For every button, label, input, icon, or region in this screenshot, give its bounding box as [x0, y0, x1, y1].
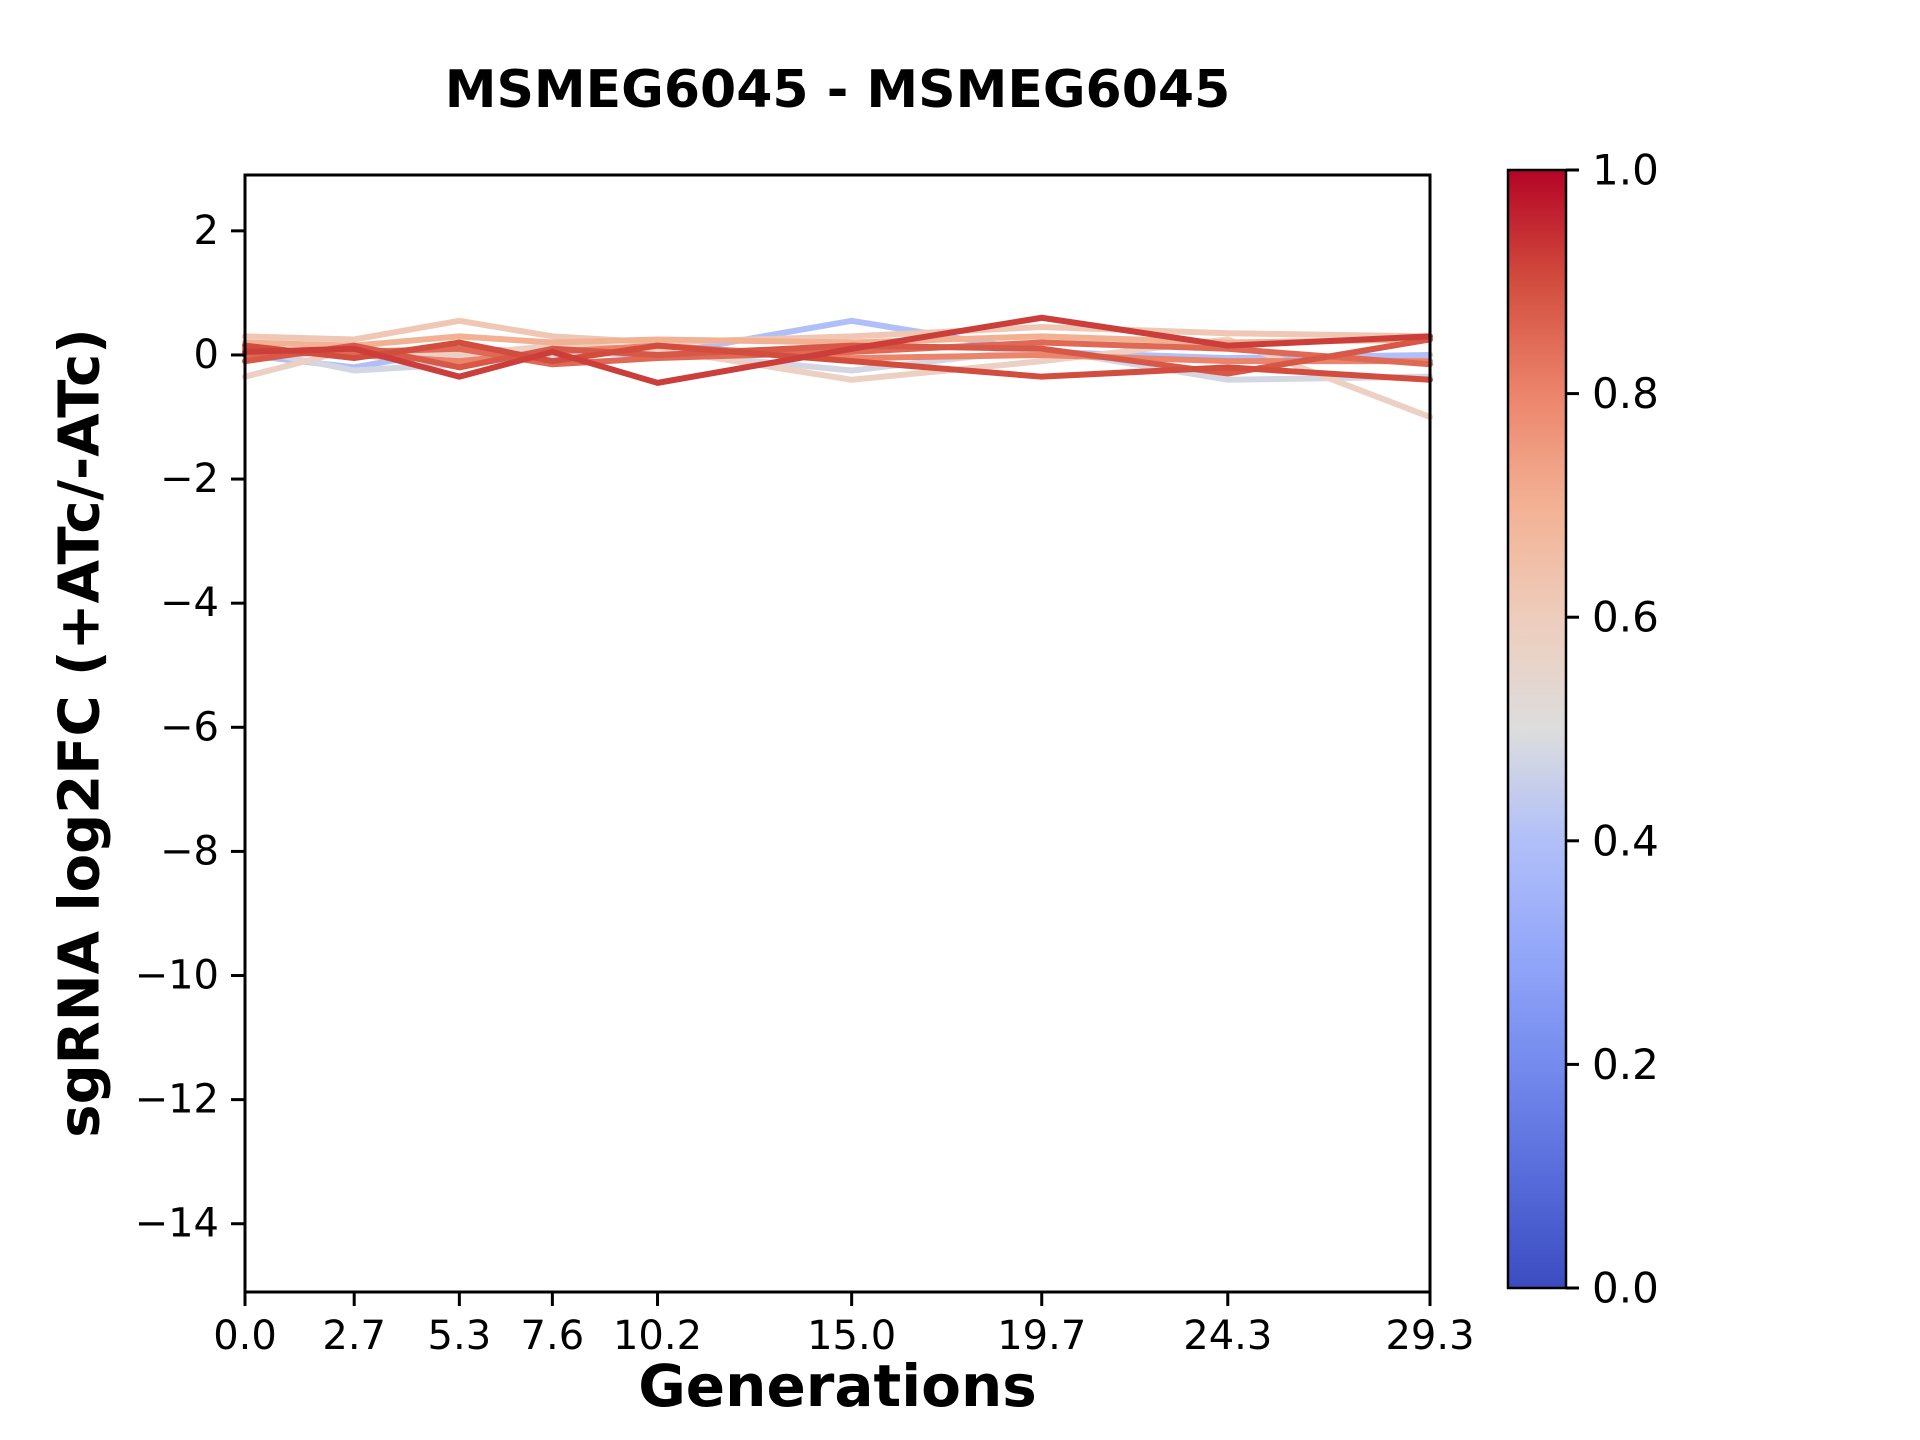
- colorbar-tick-label: 0.8: [1592, 369, 1659, 418]
- y-tick-label: −10: [135, 953, 219, 999]
- data-line: [242, 314, 1433, 386]
- x-tick-label: 5.3: [428, 1313, 492, 1359]
- x-tick-label: 10.2: [613, 1313, 702, 1359]
- x-tick-label: 24.3: [1183, 1313, 1272, 1359]
- colorbar-tick-label: 0.4: [1592, 816, 1659, 865]
- colorbar-tick-label: 0.2: [1592, 1040, 1659, 1089]
- x-tick-label: 2.7: [322, 1313, 386, 1359]
- colorbar-tick-label: 0.0: [1592, 1264, 1659, 1313]
- data-line: [242, 339, 1433, 383]
- y-tick-label: −12: [135, 1077, 219, 1123]
- y-tick-label: −14: [135, 1201, 219, 1247]
- colorbar: [1506, 168, 1568, 1290]
- x-tick-label: 0.0: [213, 1313, 277, 1359]
- x-tick-label: 7.6: [521, 1313, 585, 1359]
- data-line: [242, 333, 1433, 349]
- colorbar-tick-label: 1.0: [1592, 146, 1659, 195]
- x-axis-label: Generations: [638, 1352, 1037, 1420]
- plot-border: [243, 173, 1432, 1294]
- chart-title: MSMEG6045 - MSMEG6045: [444, 60, 1231, 120]
- x-tick-label: 29.3: [1385, 1313, 1474, 1359]
- y-tick-label: −4: [160, 580, 219, 626]
- data-lines: [242, 314, 1433, 421]
- y-tick-label: −2: [160, 456, 219, 502]
- x-tick-label: 15.0: [807, 1313, 896, 1359]
- y-tick-label: −8: [160, 828, 219, 874]
- data-line: [242, 317, 1433, 346]
- y-tick-label: −6: [160, 704, 219, 750]
- y-tick-label: 2: [194, 208, 219, 254]
- y-tick-label: 0: [194, 332, 219, 378]
- x-tick-label: 19.7: [997, 1313, 1086, 1359]
- colorbar-tick-label: 0.6: [1592, 593, 1659, 642]
